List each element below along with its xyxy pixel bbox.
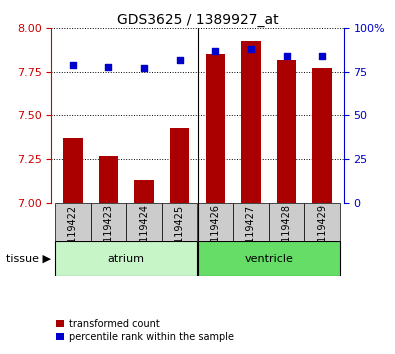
Point	[70, 62, 76, 68]
Bar	[241, 40, 261, 202]
Bar	[55, 241, 198, 276]
Bar	[134, 180, 154, 202]
Bar	[170, 128, 190, 202]
Title: GDS3625 / 1389927_at: GDS3625 / 1389927_at	[117, 13, 278, 27]
Text: GSM119429: GSM119429	[317, 205, 327, 263]
Text: tissue ▶: tissue ▶	[6, 254, 51, 264]
Bar	[269, 202, 305, 241]
Point	[177, 57, 183, 63]
Bar	[99, 155, 118, 202]
Bar	[90, 202, 126, 241]
Text: GSM119424: GSM119424	[139, 205, 149, 263]
Legend: transformed count, percentile rank within the sample: transformed count, percentile rank withi…	[52, 315, 238, 346]
Point	[319, 53, 325, 59]
Text: GSM119425: GSM119425	[175, 205, 185, 264]
Point	[141, 65, 147, 71]
Bar	[305, 202, 340, 241]
Bar	[233, 202, 269, 241]
Bar	[277, 60, 296, 202]
Text: atrium: atrium	[108, 254, 145, 264]
Text: GSM119428: GSM119428	[282, 205, 292, 263]
Bar	[55, 202, 90, 241]
Point	[284, 53, 290, 59]
Point	[105, 64, 111, 69]
Bar	[312, 68, 332, 202]
Bar	[63, 138, 83, 202]
Text: GSM119426: GSM119426	[210, 205, 220, 263]
Text: ventricle: ventricle	[245, 254, 293, 264]
Bar	[126, 202, 162, 241]
Bar	[162, 202, 198, 241]
Point	[248, 46, 254, 52]
Text: GSM119422: GSM119422	[68, 205, 78, 264]
Bar	[198, 241, 340, 276]
Bar	[198, 202, 233, 241]
Text: GSM119423: GSM119423	[103, 205, 113, 263]
Text: GSM119427: GSM119427	[246, 205, 256, 264]
Bar	[205, 55, 225, 202]
Point	[212, 48, 218, 54]
